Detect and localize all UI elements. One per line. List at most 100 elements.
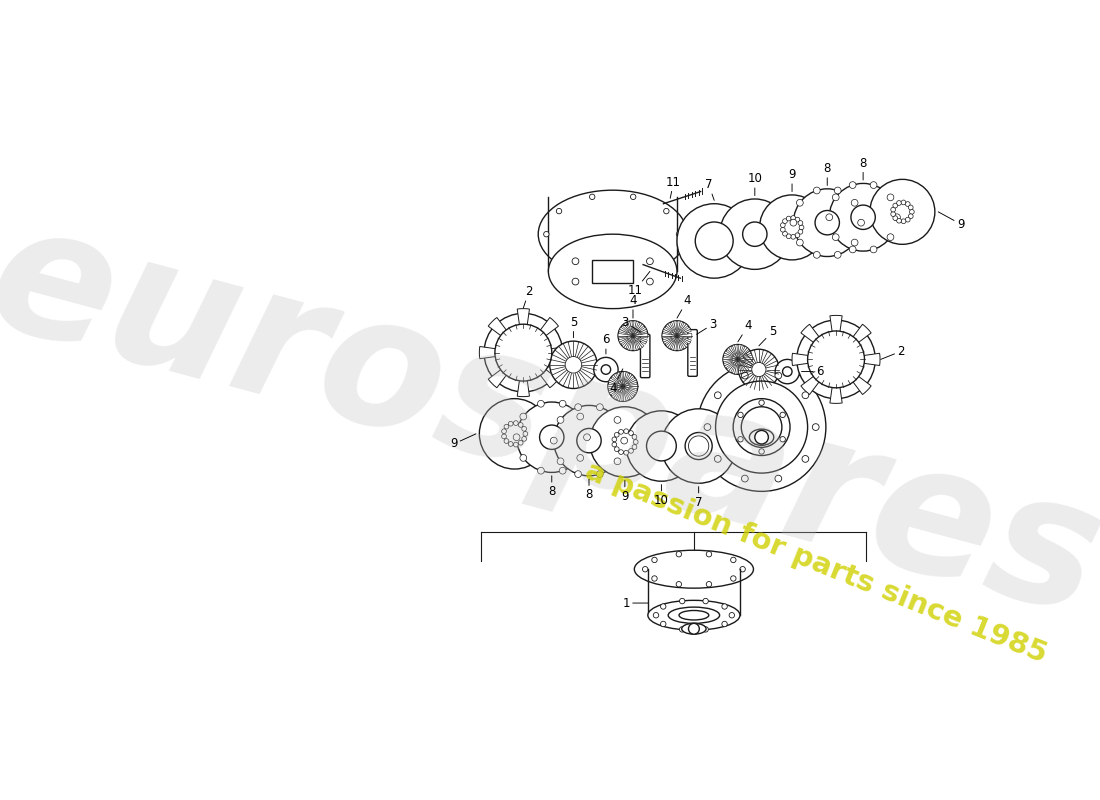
Circle shape xyxy=(576,454,584,462)
Circle shape xyxy=(602,365,610,374)
Circle shape xyxy=(738,412,744,418)
Circle shape xyxy=(624,429,628,434)
Text: 3: 3 xyxy=(696,318,716,334)
Wedge shape xyxy=(738,359,752,368)
Wedge shape xyxy=(666,336,676,349)
Text: 10: 10 xyxy=(654,485,669,506)
Wedge shape xyxy=(632,327,647,336)
Circle shape xyxy=(614,458,620,465)
Ellipse shape xyxy=(749,429,773,446)
Circle shape xyxy=(502,434,506,439)
Circle shape xyxy=(676,231,682,237)
Circle shape xyxy=(676,204,751,278)
Circle shape xyxy=(730,558,736,562)
Circle shape xyxy=(851,239,858,246)
Circle shape xyxy=(618,321,648,350)
Text: 11: 11 xyxy=(627,271,650,297)
Wedge shape xyxy=(666,322,676,336)
Circle shape xyxy=(521,426,527,431)
Circle shape xyxy=(615,446,619,451)
Circle shape xyxy=(870,246,877,253)
Wedge shape xyxy=(623,386,634,399)
Circle shape xyxy=(594,358,618,382)
Circle shape xyxy=(661,409,736,483)
Wedge shape xyxy=(676,336,682,350)
Text: 4: 4 xyxy=(676,294,691,318)
Circle shape xyxy=(760,195,825,260)
Wedge shape xyxy=(608,386,623,395)
Circle shape xyxy=(689,623,700,634)
Wedge shape xyxy=(733,345,738,359)
Wedge shape xyxy=(671,336,676,350)
Text: 9: 9 xyxy=(450,434,476,450)
Circle shape xyxy=(738,437,744,442)
Circle shape xyxy=(590,406,660,477)
Circle shape xyxy=(618,430,624,434)
Circle shape xyxy=(584,434,591,441)
Circle shape xyxy=(685,433,712,459)
Circle shape xyxy=(780,437,785,442)
Circle shape xyxy=(793,189,861,257)
Circle shape xyxy=(628,330,638,341)
Circle shape xyxy=(676,551,682,557)
Text: 6: 6 xyxy=(602,334,609,354)
Circle shape xyxy=(719,199,790,270)
Circle shape xyxy=(663,208,669,214)
Text: 1: 1 xyxy=(623,597,648,610)
Circle shape xyxy=(716,381,807,473)
Circle shape xyxy=(653,613,659,618)
Ellipse shape xyxy=(668,607,719,623)
Wedge shape xyxy=(738,345,744,359)
Wedge shape xyxy=(724,351,738,359)
Wedge shape xyxy=(618,334,632,338)
Circle shape xyxy=(550,438,558,444)
Circle shape xyxy=(672,330,682,341)
Circle shape xyxy=(576,413,584,420)
Circle shape xyxy=(802,392,808,398)
Circle shape xyxy=(813,187,821,194)
Circle shape xyxy=(508,442,513,446)
Circle shape xyxy=(514,442,518,447)
Circle shape xyxy=(520,413,527,420)
Circle shape xyxy=(887,234,894,241)
Circle shape xyxy=(870,182,877,189)
Circle shape xyxy=(624,450,628,455)
Wedge shape xyxy=(632,322,644,336)
Circle shape xyxy=(833,234,839,241)
Text: 4: 4 xyxy=(738,319,751,342)
Wedge shape xyxy=(829,315,843,359)
Circle shape xyxy=(608,371,638,402)
Circle shape xyxy=(559,400,566,407)
Text: 8: 8 xyxy=(585,479,593,502)
Circle shape xyxy=(714,455,722,462)
Text: 5: 5 xyxy=(570,316,578,338)
Wedge shape xyxy=(836,359,871,394)
Circle shape xyxy=(751,362,766,377)
Circle shape xyxy=(706,582,712,587)
Bar xyxy=(593,260,632,283)
Circle shape xyxy=(782,231,788,236)
Circle shape xyxy=(565,357,582,373)
Text: 10: 10 xyxy=(747,172,762,195)
Circle shape xyxy=(660,604,666,609)
Circle shape xyxy=(522,431,528,436)
Circle shape xyxy=(791,234,795,239)
Circle shape xyxy=(795,218,800,222)
Circle shape xyxy=(729,613,735,618)
Wedge shape xyxy=(623,386,637,395)
Circle shape xyxy=(733,354,744,365)
Circle shape xyxy=(829,183,896,251)
Circle shape xyxy=(815,210,839,235)
Wedge shape xyxy=(517,353,529,397)
Wedge shape xyxy=(623,372,628,386)
Circle shape xyxy=(703,626,708,632)
Circle shape xyxy=(680,598,685,604)
Wedge shape xyxy=(480,346,524,358)
Wedge shape xyxy=(627,336,632,350)
Wedge shape xyxy=(524,318,559,353)
Circle shape xyxy=(905,202,910,206)
Text: 2: 2 xyxy=(881,345,905,359)
Circle shape xyxy=(634,439,638,444)
Circle shape xyxy=(590,194,595,199)
Circle shape xyxy=(834,187,842,194)
